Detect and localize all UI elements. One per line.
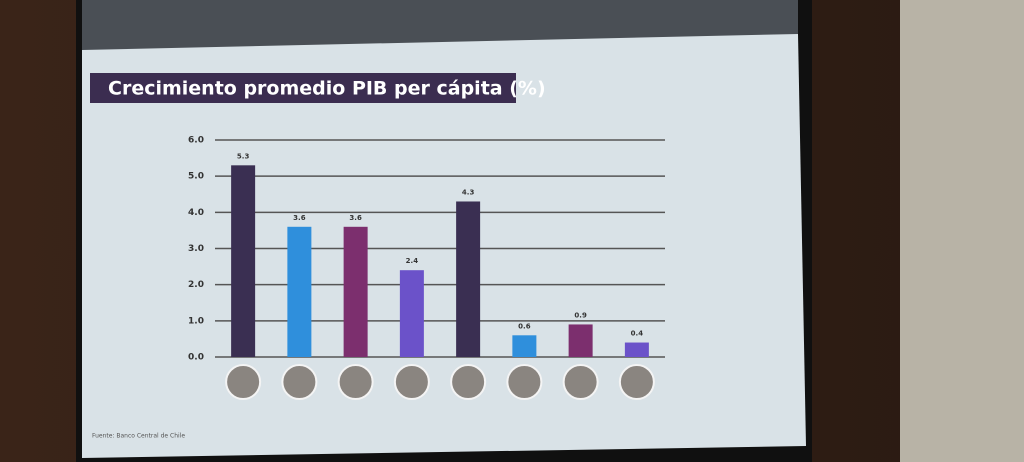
portrait: [450, 364, 487, 400]
column: [900, 0, 1024, 462]
portrait: [225, 364, 262, 400]
chart-title: Crecimiento promedio PIB per cápita (%): [108, 78, 546, 100]
y-tick-label: 4.0: [188, 208, 204, 218]
value-label: 0.9: [574, 311, 587, 319]
value-label: 5.3: [237, 152, 250, 160]
title-banner: [90, 73, 516, 103]
y-tick-label: 1.0: [188, 316, 204, 326]
bar: [231, 165, 256, 357]
portrait: [393, 364, 430, 400]
value-label: 4.3: [462, 188, 475, 196]
value-label: 0.4: [631, 330, 644, 338]
value-label: 3.6: [293, 214, 306, 222]
bar: [287, 226, 312, 357]
portrait: [281, 364, 318, 400]
value-label: 3.6: [349, 214, 362, 222]
portrait: [337, 364, 374, 400]
bar: [512, 335, 537, 357]
portrait: [506, 364, 543, 400]
bar: [343, 226, 368, 357]
bar: [399, 270, 424, 357]
y-tick-label: 0.0: [188, 353, 204, 363]
bar: [624, 342, 649, 357]
y-tick-label: 2.0: [188, 280, 204, 290]
portrait: [562, 364, 599, 400]
value-label: 2.4: [406, 257, 419, 265]
source: Fuente: Banco Central de Chile: [92, 433, 185, 440]
y-tick-label: 5.0: [188, 172, 204, 182]
y-tick-label: 3.0: [188, 244, 204, 254]
bar: [568, 324, 593, 357]
portrait: [618, 364, 655, 400]
value-label: 0.6: [518, 322, 531, 330]
y-tick-label: 6.0: [188, 136, 204, 146]
bar: [456, 201, 481, 357]
